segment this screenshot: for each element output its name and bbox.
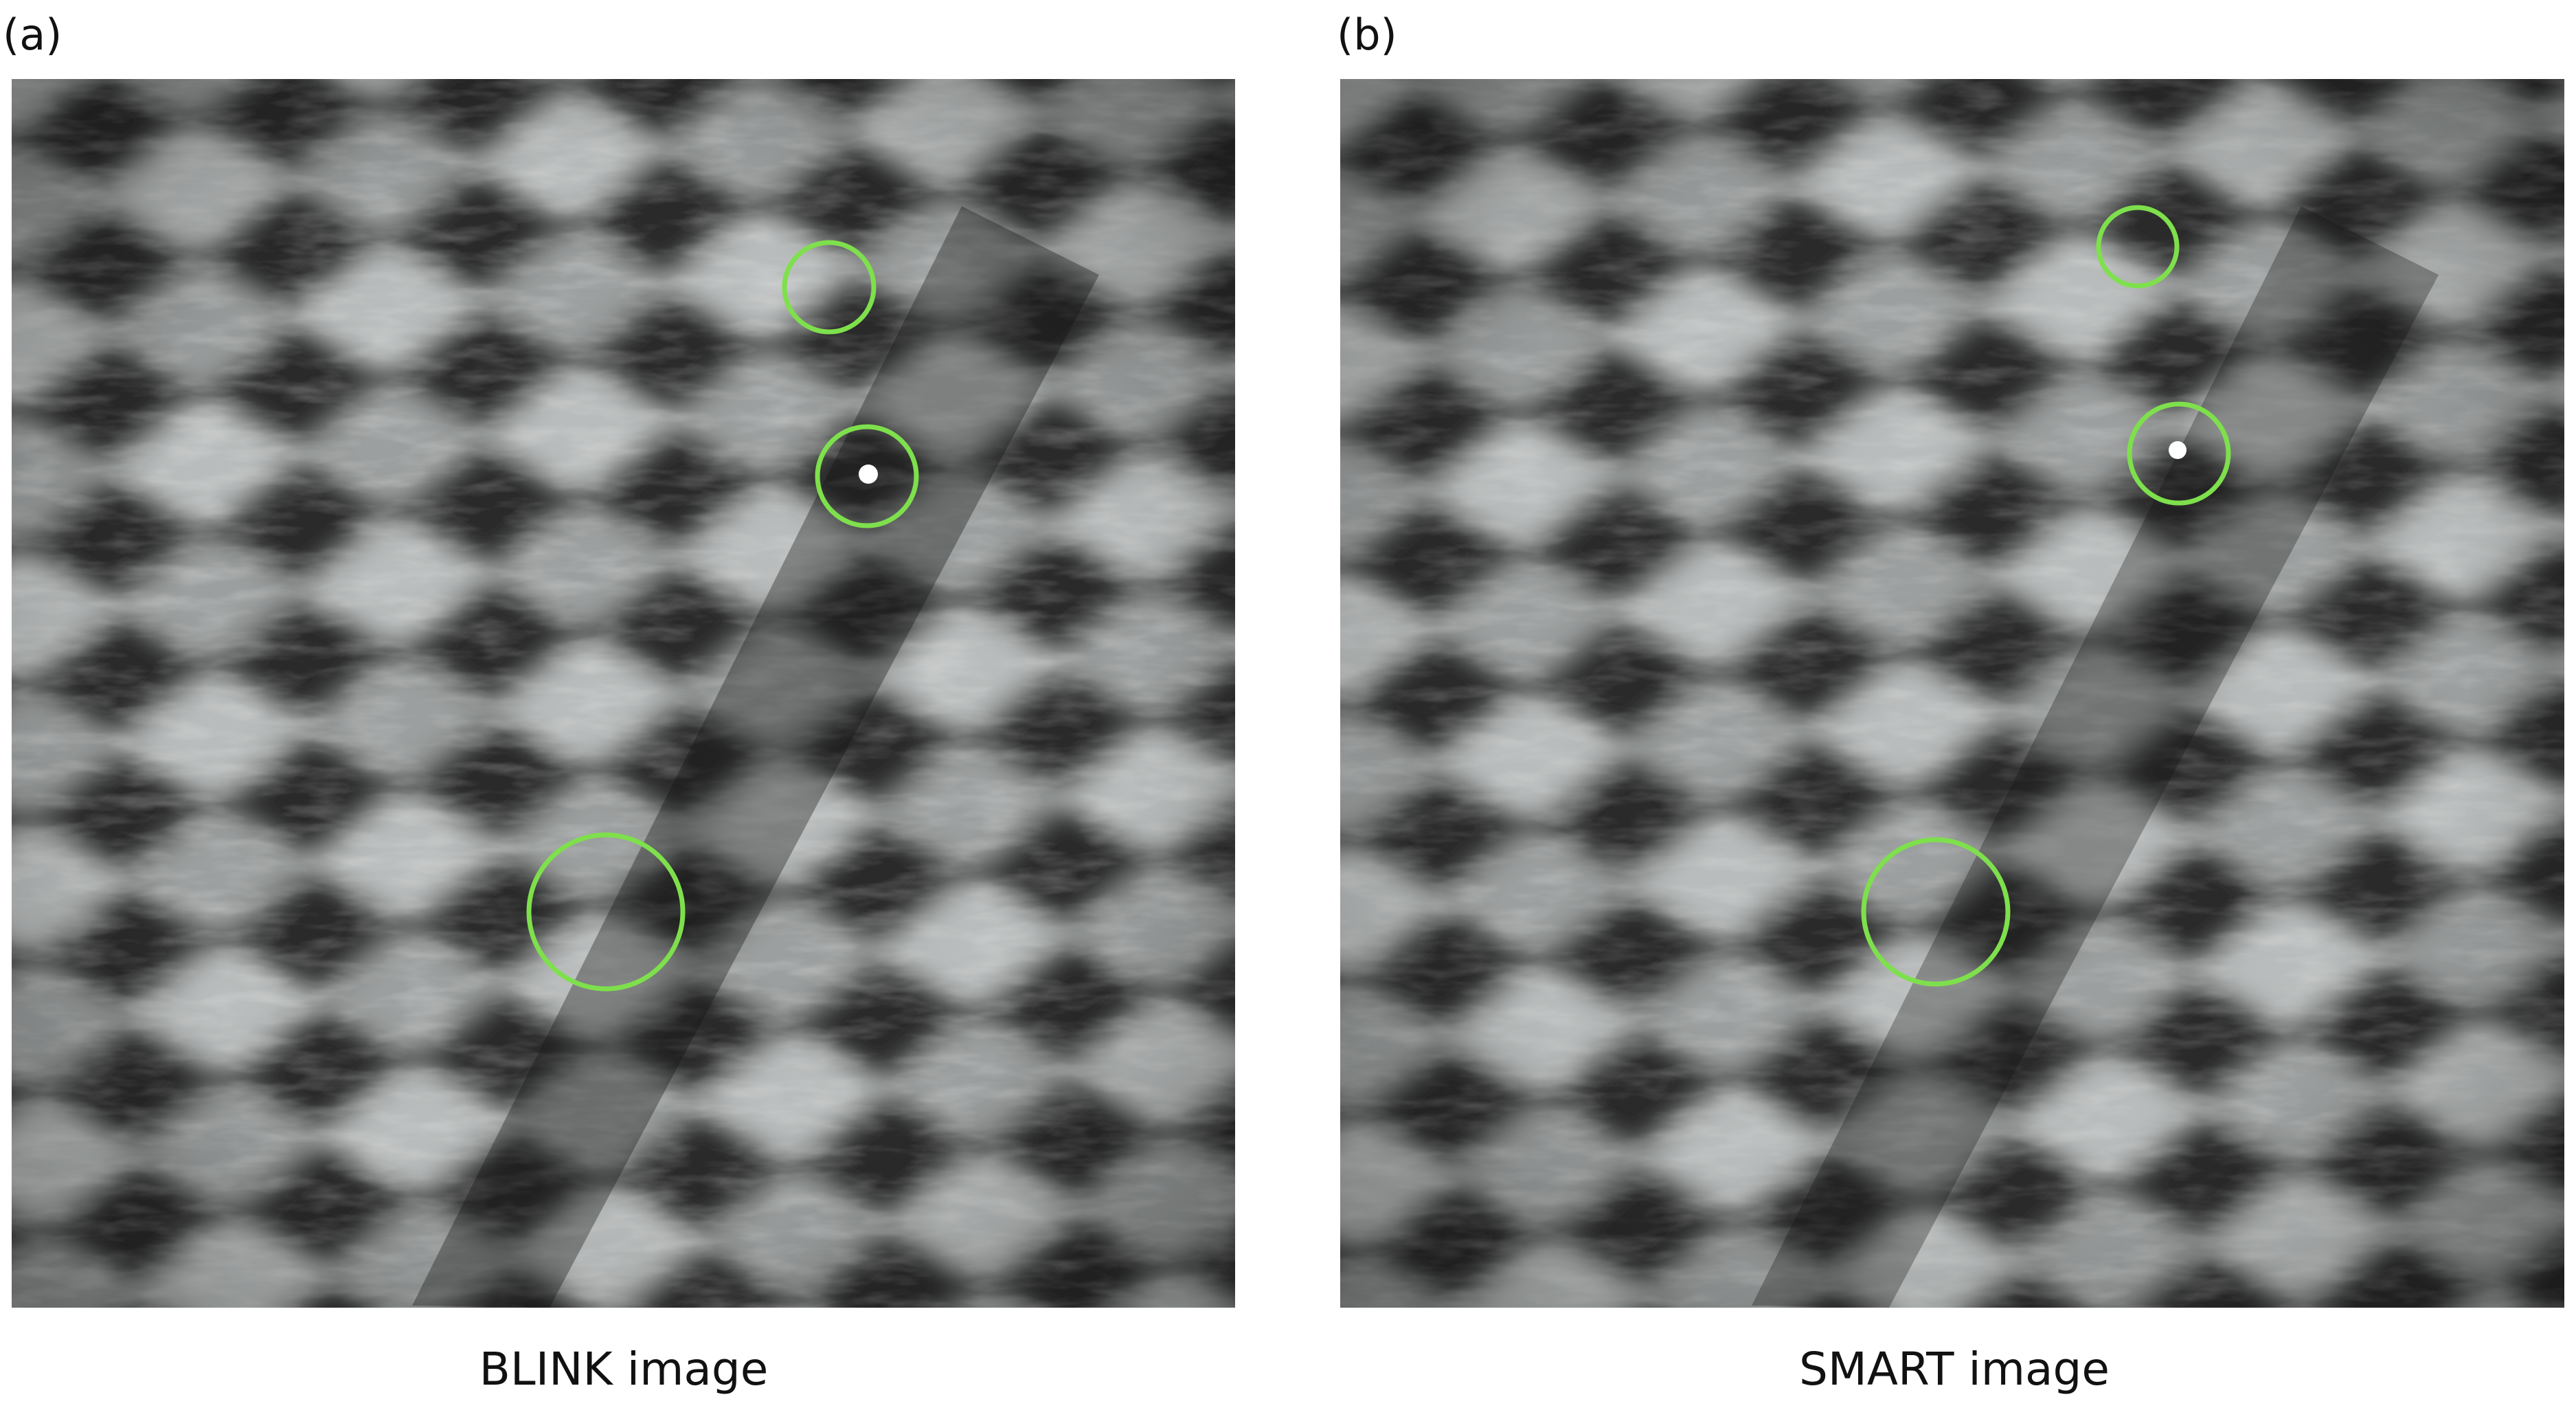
image-smart <box>1340 79 2564 1308</box>
image-blink <box>12 79 1235 1308</box>
caption: BLINK image <box>479 1343 769 1396</box>
panel-label: (b) <box>1337 10 1397 60</box>
panel-label: (a) <box>3 10 62 60</box>
caption: SMART image <box>1799 1343 2110 1396</box>
highlight-circles <box>526 205 2231 992</box>
